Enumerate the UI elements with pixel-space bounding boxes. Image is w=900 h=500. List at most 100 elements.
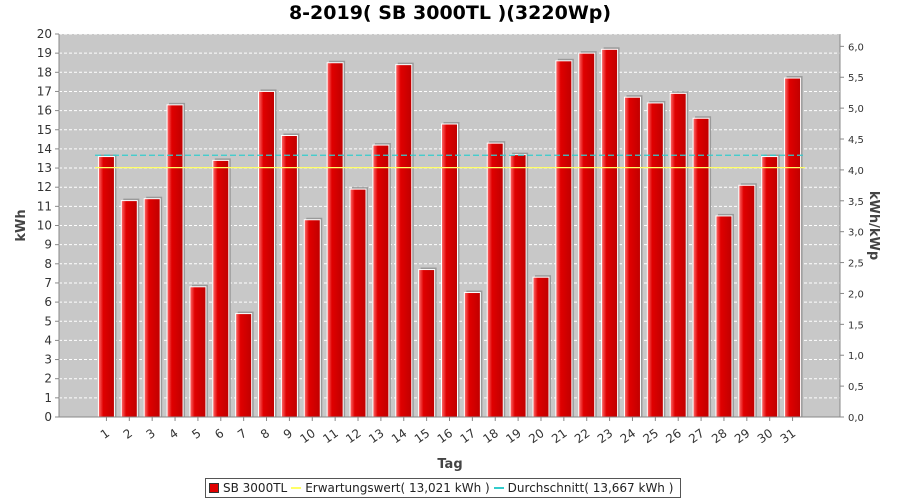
y-tick-label-right: 2,0 bbox=[848, 289, 864, 300]
y-tick-label-left: 10 bbox=[37, 219, 52, 233]
y-tick-label-right: 3,5 bbox=[848, 197, 864, 208]
y-tick-label-left: 20 bbox=[37, 27, 52, 41]
bar bbox=[189, 286, 207, 418]
x-tick-label: 10 bbox=[297, 426, 318, 446]
x-tick-label: 17 bbox=[458, 426, 479, 446]
y-tick-label-left: 7 bbox=[44, 276, 52, 290]
x-tick-label: 15 bbox=[412, 426, 433, 446]
y-tick-label-left: 13 bbox=[37, 161, 52, 175]
y-axis-right-ticks: 0,0 0,5 1,0 1,5 2,0 2,5 3,0 3,5 4,0 4,5 5,0 5,5 6,0 bbox=[840, 42, 864, 424]
bar bbox=[326, 62, 344, 418]
y-tick-label-left: 19 bbox=[37, 46, 52, 60]
legend-item-average: Durchschnitt( 13,667 kWh ) bbox=[493, 481, 674, 495]
y-tick-label-right: 2,5 bbox=[848, 259, 864, 270]
x-tick-label: 8 bbox=[258, 426, 272, 442]
x-axis-ticks: 1 2 3 4 5 6 7 8 9 10 11 12 13 14 15 16 17 18 19 20 21 22 23 24 2… bbox=[98, 417, 798, 446]
legend-item-series: SB 3000TL bbox=[209, 481, 287, 495]
y-tick-label-left: 5 bbox=[44, 314, 52, 328]
bar bbox=[555, 60, 573, 418]
y-tick-label-right: 6,0 bbox=[848, 42, 864, 53]
y-tick-label-left: 2 bbox=[44, 372, 52, 386]
legend-label-average: Durchschnitt( 13,667 kWh ) bbox=[507, 481, 674, 495]
x-tick-label: 26 bbox=[663, 426, 684, 446]
x-tick-label: 19 bbox=[503, 426, 524, 446]
legend-swatch-expected bbox=[291, 487, 302, 489]
x-tick-label: 1 bbox=[98, 426, 112, 442]
bar bbox=[784, 77, 802, 418]
x-tick-label: 11 bbox=[320, 426, 341, 446]
y-tick-label-left: 9 bbox=[44, 238, 52, 252]
bar bbox=[143, 198, 161, 418]
chart-title: 8-2019( SB 3000TL )(3220Wp) bbox=[288, 2, 612, 24]
y-tick-label-right: 0,0 bbox=[848, 413, 864, 424]
x-tick-label: 30 bbox=[755, 426, 776, 446]
legend: SB 3000TL Erwartungswert( 13,021 kWh ) D… bbox=[205, 478, 682, 498]
bars bbox=[97, 47, 803, 418]
y-tick-label-right: 0,5 bbox=[848, 382, 864, 393]
bar bbox=[418, 269, 436, 418]
bar bbox=[258, 90, 276, 418]
y-tick-label-left: 3 bbox=[44, 353, 52, 367]
y-tick-label-left: 6 bbox=[44, 295, 52, 309]
y-tick-label-left: 15 bbox=[37, 123, 52, 137]
y-tick-label-left: 18 bbox=[37, 65, 52, 79]
x-tick-label: 14 bbox=[389, 426, 410, 446]
y-tick-label-left: 12 bbox=[37, 180, 52, 194]
bar bbox=[692, 117, 710, 418]
x-tick-label: 9 bbox=[281, 426, 295, 442]
bar bbox=[623, 96, 641, 418]
y-tick-label-left: 1 bbox=[44, 391, 52, 405]
y-tick-label-left: 4 bbox=[44, 333, 52, 347]
bar bbox=[761, 156, 779, 418]
y-tick-label-right: 3,0 bbox=[848, 228, 864, 239]
bar bbox=[303, 219, 321, 418]
bar bbox=[486, 142, 504, 418]
bar bbox=[212, 159, 230, 418]
x-tick-label: 29 bbox=[732, 426, 753, 446]
x-tick-label: 16 bbox=[435, 426, 456, 446]
y-tick-label-right: 4,5 bbox=[848, 135, 864, 146]
bar bbox=[120, 200, 138, 418]
y-axis-label-left: kWh bbox=[14, 209, 29, 241]
x-tick-label: 23 bbox=[595, 426, 616, 446]
bar bbox=[578, 52, 596, 418]
x-tick-label: 21 bbox=[549, 426, 570, 446]
bar bbox=[509, 154, 527, 418]
legend-item-expected: Erwartungswert( 13,021 kWh ) bbox=[291, 481, 490, 495]
x-tick-label: 20 bbox=[526, 426, 547, 446]
legend-swatch-average bbox=[493, 487, 504, 489]
y-tick-label-right: 4,0 bbox=[848, 166, 864, 177]
y-tick-label-left: 11 bbox=[37, 199, 52, 213]
y-tick-label-left: 17 bbox=[37, 84, 52, 98]
x-tick-label: 3 bbox=[144, 426, 158, 442]
x-tick-label: 27 bbox=[686, 426, 707, 446]
x-tick-label: 24 bbox=[618, 426, 639, 446]
x-tick-label: 4 bbox=[166, 426, 180, 442]
x-tick-label: 28 bbox=[709, 426, 730, 446]
legend-swatch-bar bbox=[209, 483, 219, 493]
y-tick-label-right: 1,5 bbox=[848, 320, 864, 331]
bar bbox=[97, 156, 115, 418]
x-tick-label: 25 bbox=[641, 426, 662, 446]
y-tick-label-right: 5,0 bbox=[848, 104, 864, 115]
bar bbox=[280, 134, 298, 418]
x-tick-label: 2 bbox=[121, 426, 135, 442]
bar bbox=[395, 64, 413, 418]
bar bbox=[349, 188, 367, 418]
bar bbox=[738, 184, 756, 418]
x-axis-label: Tag bbox=[437, 457, 462, 472]
bar bbox=[715, 215, 733, 418]
y-tick-label-right: 5,5 bbox=[848, 73, 864, 84]
y-axis-label-right: kWh/kWp bbox=[866, 191, 881, 260]
x-tick-label: 5 bbox=[189, 426, 203, 442]
y-tick-label-left: 14 bbox=[37, 142, 52, 156]
bar bbox=[166, 104, 184, 418]
x-tick-label: 18 bbox=[480, 426, 501, 446]
legend-label-expected: Erwartungswert( 13,021 kWh ) bbox=[305, 481, 490, 495]
y-tick-label-left: 8 bbox=[44, 257, 52, 271]
bar bbox=[463, 292, 481, 418]
y-tick-label-right: 1,0 bbox=[848, 351, 864, 362]
bar bbox=[646, 102, 664, 418]
